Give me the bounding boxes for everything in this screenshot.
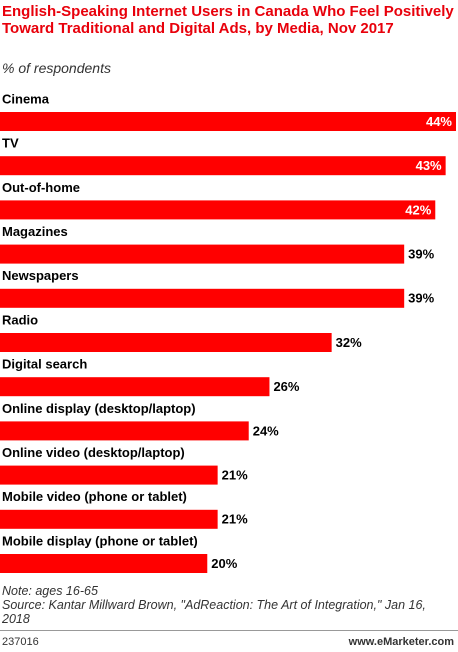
bar <box>0 244 405 264</box>
bar <box>0 465 218 485</box>
value-label: 43% <box>416 158 442 173</box>
bar <box>0 156 446 176</box>
notes: Note: ages 16-65 Source: Kantar Millward… <box>2 584 452 626</box>
category-label: Online display (desktop/laptop) <box>2 401 196 416</box>
note: Note: ages 16-65 <box>2 584 98 598</box>
source: Source: Kantar Millward Brown, "AdReacti… <box>2 598 426 626</box>
category-label: Online video (desktop/laptop) <box>2 445 185 460</box>
category-label: Cinema <box>2 91 50 106</box>
value-label: 44% <box>426 114 452 129</box>
category-label: Radio <box>2 312 38 327</box>
bar <box>0 112 456 131</box>
chart-id: 237016 <box>2 636 39 648</box>
category-label: TV <box>2 136 19 151</box>
category-label: Digital search <box>2 357 87 372</box>
category-label: Mobile display (phone or tablet) <box>2 533 198 548</box>
bar <box>0 509 218 529</box>
value-label: 32% <box>336 335 362 350</box>
value-label: 39% <box>408 247 434 262</box>
value-label: 20% <box>211 556 237 571</box>
category-label: Newspapers <box>2 268 79 283</box>
value-label: 21% <box>222 512 248 527</box>
site: www.eMarketer.com <box>348 636 454 648</box>
chart: Cinema 44% TV 43% Out-of-home 42% Magazines 39%… <box>0 91 456 573</box>
chart-subtitle: % of respondents <box>2 60 111 76</box>
chart-title: English-Speaking Internet Users in Canad… <box>2 3 454 37</box>
category-label: Magazines <box>2 224 68 239</box>
bar <box>0 288 405 308</box>
value-label: 42% <box>405 202 431 217</box>
category-label: Out-of-home <box>2 180 80 195</box>
bar <box>0 554 208 573</box>
bar <box>0 421 249 441</box>
bar <box>0 333 332 352</box>
bar <box>0 200 436 220</box>
value-label: 39% <box>408 291 434 306</box>
value-label: 21% <box>222 468 248 483</box>
value-label: 24% <box>253 423 279 438</box>
category-label: Mobile video (phone or tablet) <box>2 489 187 504</box>
bar <box>0 377 270 397</box>
value-label: 26% <box>273 379 299 394</box>
footer-rule <box>0 630 458 631</box>
